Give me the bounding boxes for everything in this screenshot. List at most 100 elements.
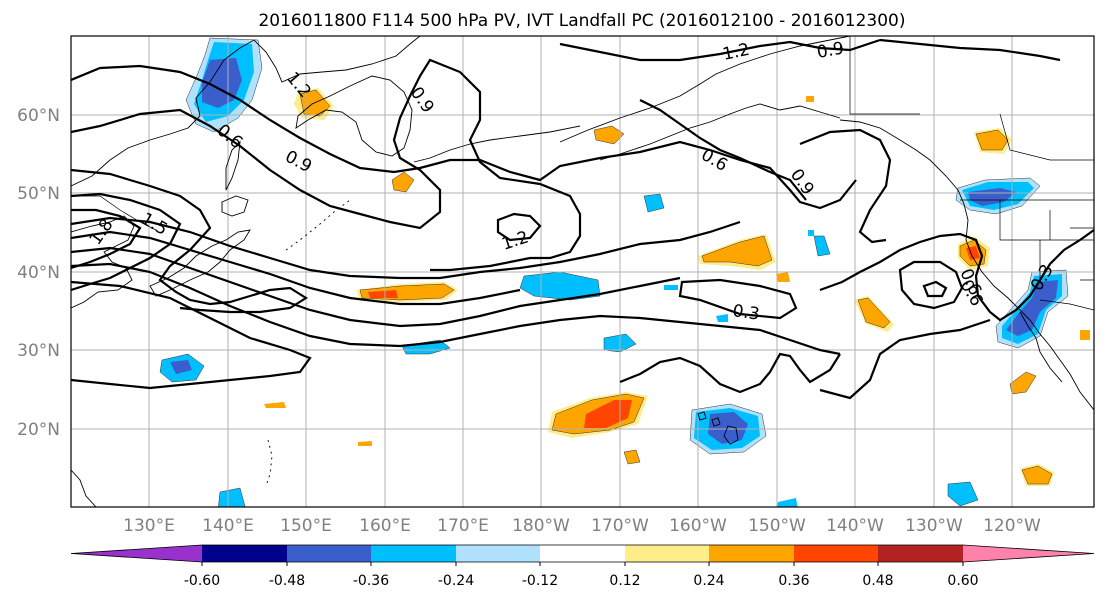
anomaly-neg-bottom-130w — [947, 481, 979, 507]
coast-hawaii — [697, 411, 739, 445]
border-alaska-canada — [849, 36, 920, 115]
colorbar-tick-label: 0.60 — [947, 573, 978, 589]
contour-south-big — [819, 318, 991, 400]
colorbar-tick-label: -0.12 — [522, 573, 558, 589]
contour-0.3-loop — [678, 278, 798, 320]
colorbar-tick-labels: -0.60 -0.48 -0.36 -0.24 -0.12 0.12 0.24 … — [184, 573, 979, 589]
figure-title: 2016011800 F114 500 hPa PV, IVT Landfall… — [258, 11, 905, 31]
longitude-labels: 130°E 140°E 150°E 160°E 170°E 180°W 170°… — [123, 516, 1041, 536]
colorbar-tick-label: 0.24 — [693, 573, 724, 589]
anomaly-neg-hawaii-dark — [708, 412, 748, 444]
map-frame — [70, 35, 1095, 508]
lat-label: 30°N — [17, 341, 60, 361]
anomaly-neg-small-1 — [664, 285, 678, 290]
anomaly-pos-157e — [358, 441, 372, 446]
map-panel: 1.2 0.9 0.9 0.6 0.9 1.2 0.6 0.9 0.3 0.6 … — [71, 36, 1094, 507]
lon-label: 160°E — [359, 516, 411, 536]
coast-aleutians — [413, 103, 841, 163]
contour-w-1.5 — [71, 192, 182, 292]
coast-sakhalin — [225, 140, 241, 191]
contour-band-2 — [71, 230, 521, 306]
colorbar-tick-label: -0.36 — [353, 573, 389, 589]
contour-1.2-mid — [496, 212, 542, 242]
colorbar-swatch — [202, 545, 287, 562]
lat-label: 50°N — [17, 184, 60, 204]
colorbar-swatch — [709, 545, 794, 562]
lon-label: 150°W — [748, 516, 806, 536]
contour-0.3-south — [619, 352, 841, 394]
lon-label: 150°E — [280, 516, 332, 536]
contour-0.6-north — [71, 58, 582, 272]
contour-0.9-mid — [898, 260, 964, 310]
border-us-mexico — [1039, 299, 1094, 311]
contour-w-spiral — [71, 168, 309, 314]
colorbar-extend-max — [963, 545, 1094, 562]
colorbar-swatch — [625, 545, 709, 562]
anomaly-pos-160e-red — [368, 290, 398, 298]
lon-label: 180°W — [512, 516, 570, 536]
anomaly-pos-145w — [806, 96, 814, 102]
anomaly-pos-118w-core — [1021, 465, 1053, 485]
anomaly-neg-small-3 — [808, 230, 814, 236]
anomaly-neg-small-2 — [716, 314, 728, 322]
coast-baja — [1019, 311, 1063, 383]
colorbar-swatch — [287, 545, 371, 562]
latitude-labels: 60°N 50°N 40°N 30°N 20°N — [17, 106, 60, 440]
colorbar-swatch — [878, 545, 963, 562]
anomaly-pos-140w-core — [857, 297, 891, 329]
colorbar-swatch — [794, 545, 878, 562]
colorbar-swatch — [456, 545, 540, 562]
border-china-russia — [71, 195, 157, 231]
anomaly-neg-japan-south-dark — [170, 360, 192, 374]
lon-label: 170°E — [437, 516, 489, 536]
anomaly-pos-147w — [776, 272, 790, 282]
contour-band-1 — [71, 216, 741, 280]
coast-us-west — [957, 189, 1094, 411]
anomaly-neg-180 — [519, 271, 601, 301]
contour-0.6-alaska — [639, 99, 807, 201]
contour-0.3-east — [819, 229, 1094, 322]
contour-1.2-arctic — [559, 38, 881, 62]
colorbar-tick-label: 0.36 — [778, 573, 809, 589]
border-us-states — [999, 113, 1094, 281]
anomaly-neg-bottom-150w — [776, 498, 798, 507]
colorbar-ticks — [201, 562, 964, 566]
lat-label: 60°N — [17, 106, 60, 126]
contour-label: 0.9 — [815, 39, 845, 63]
lon-label: 140°W — [826, 516, 884, 536]
lon-label: 160°W — [669, 516, 727, 536]
lat-label: 20°N — [17, 420, 60, 440]
anomaly-pos-143e — [264, 402, 286, 408]
colorbar-swatch — [371, 545, 456, 562]
contour-1.2-small — [922, 280, 948, 298]
contour-band-4 — [71, 262, 841, 356]
lon-label: 120°W — [983, 516, 1041, 536]
anomaly-pos-116w — [1080, 330, 1090, 340]
colorbar-tick-label: -0.48 — [269, 573, 305, 589]
contour-0.9-east — [799, 38, 1061, 244]
lon-label: 130°W — [905, 516, 963, 536]
anomaly-neg-162w — [643, 193, 665, 213]
anomaly-pos-168w — [623, 449, 641, 465]
colorbar-tick-label: -0.60 — [184, 573, 220, 589]
lon-label: 130°E — [123, 516, 175, 536]
colorbar-swatches — [70, 544, 1095, 563]
coast-kamchatka — [295, 75, 413, 157]
coast-bc — [839, 119, 959, 191]
anomaly-neg-bottom-140e — [218, 487, 246, 507]
anomaly-pos-155e — [391, 171, 415, 193]
lat-label: 40°N — [17, 263, 60, 283]
lon-label: 140°E — [202, 516, 254, 536]
contour-label: 0.3 — [731, 301, 761, 325]
lon-label: 170°W — [591, 516, 649, 536]
coast-korea — [71, 215, 135, 309]
contour-0.9-north — [71, 64, 857, 210]
anomaly-pos-150w-core — [701, 235, 773, 267]
colorbar-tick-label: 0.48 — [862, 573, 893, 589]
borders — [71, 36, 1094, 311]
anomaly-neg-142w — [813, 235, 831, 257]
coast-philippines — [71, 469, 97, 507]
contour-band-5 — [71, 280, 312, 390]
coast-asia — [71, 36, 421, 187]
